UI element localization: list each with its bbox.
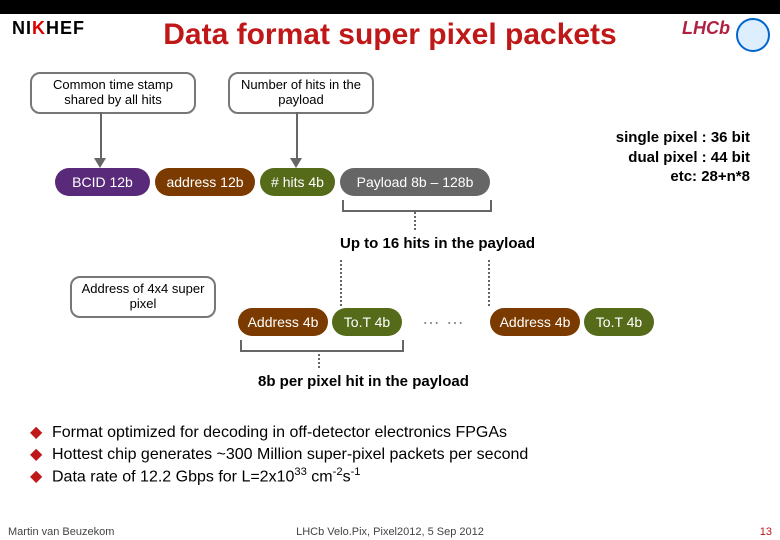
slide-body: Common time stamp shared by all hits Num… (0, 68, 780, 520)
slide-title: Data format super pixel packets (0, 18, 780, 52)
field-address: address 12b (155, 168, 255, 196)
field-addr4-1: Address 4b (238, 308, 328, 336)
top-banner (0, 0, 780, 14)
arrow-stem-1 (100, 112, 102, 158)
bullet-3-sup2: -2 (333, 466, 343, 478)
field-tot-1: To.T 4b (332, 308, 402, 336)
field-tot-2: To.T 4b (584, 308, 654, 336)
size-note-l3: etc: 28+n*8 (616, 167, 750, 187)
bullet-1-text: Format optimized for decoding in off-det… (52, 424, 507, 441)
bullet-3-mid2: s (343, 468, 351, 485)
dashed-connector-left (340, 258, 342, 306)
field-nhits: # hits 4b (260, 168, 335, 196)
text-up16: Up to 16 hits in the payload (340, 235, 535, 252)
footer-page: 13 (760, 526, 772, 538)
brace-payload (342, 200, 492, 212)
bullet-3-sup1: 33 (294, 466, 306, 478)
size-note-l1: single pixel : 36 bit (616, 128, 750, 148)
annotation-timestamp: Common time stamp shared by all hits (30, 72, 196, 114)
bullet-2: ◆Hottest chip generates ~300 Million sup… (30, 444, 528, 464)
bullet-3-sup3: -1 (351, 466, 361, 478)
footer-conf: LHCb Velo.Pix, Pixel2012, 5 Sep 2012 (0, 526, 780, 538)
bullet-3-pre: Data rate of 12.2 Gbps for L=2x10 (52, 468, 294, 485)
arrow-stem-2 (296, 112, 298, 158)
size-note: single pixel : 36 bit dual pixel : 44 bi… (616, 128, 750, 187)
bullet-3: ◆Data rate of 12.2 Gbps for L=2x1033 cm-… (30, 466, 528, 486)
footer: Martin van Beuzekom LHCb Velo.Pix, Pixel… (0, 522, 780, 540)
field-payload: Payload 8b – 128b (340, 168, 490, 196)
dashed-connector-right (488, 258, 490, 306)
bullet-list: ◆Format optimized for decoding in off-de… (30, 420, 528, 488)
diamond-icon: ◆ (30, 466, 52, 486)
brace-hit-stem (318, 350, 320, 368)
bullet-1: ◆Format optimized for decoding in off-de… (30, 422, 528, 442)
bullet-2-text: Hottest chip generates ~300 Million supe… (52, 446, 528, 463)
size-note-l2: dual pixel : 44 bit (616, 148, 750, 168)
diamond-icon: ◆ (30, 444, 52, 464)
field-addr4-2: Address 4b (490, 308, 580, 336)
bullet-3-mid: cm (307, 468, 333, 485)
brace-hit (240, 340, 404, 352)
annotation-numhits: Number of hits in the payload (228, 72, 374, 114)
annotation-superpixel: Address of 4x4 super pixel (70, 276, 216, 318)
text-perhit: 8b per pixel hit in the payload (258, 373, 469, 390)
brace-payload-stem (414, 210, 416, 230)
arrow-head-1 (94, 158, 106, 168)
arrow-head-2 (290, 158, 302, 168)
field-bcid: BCID 12b (55, 168, 150, 196)
ellipsis-icon: …… (406, 308, 486, 336)
diamond-icon: ◆ (30, 422, 52, 442)
